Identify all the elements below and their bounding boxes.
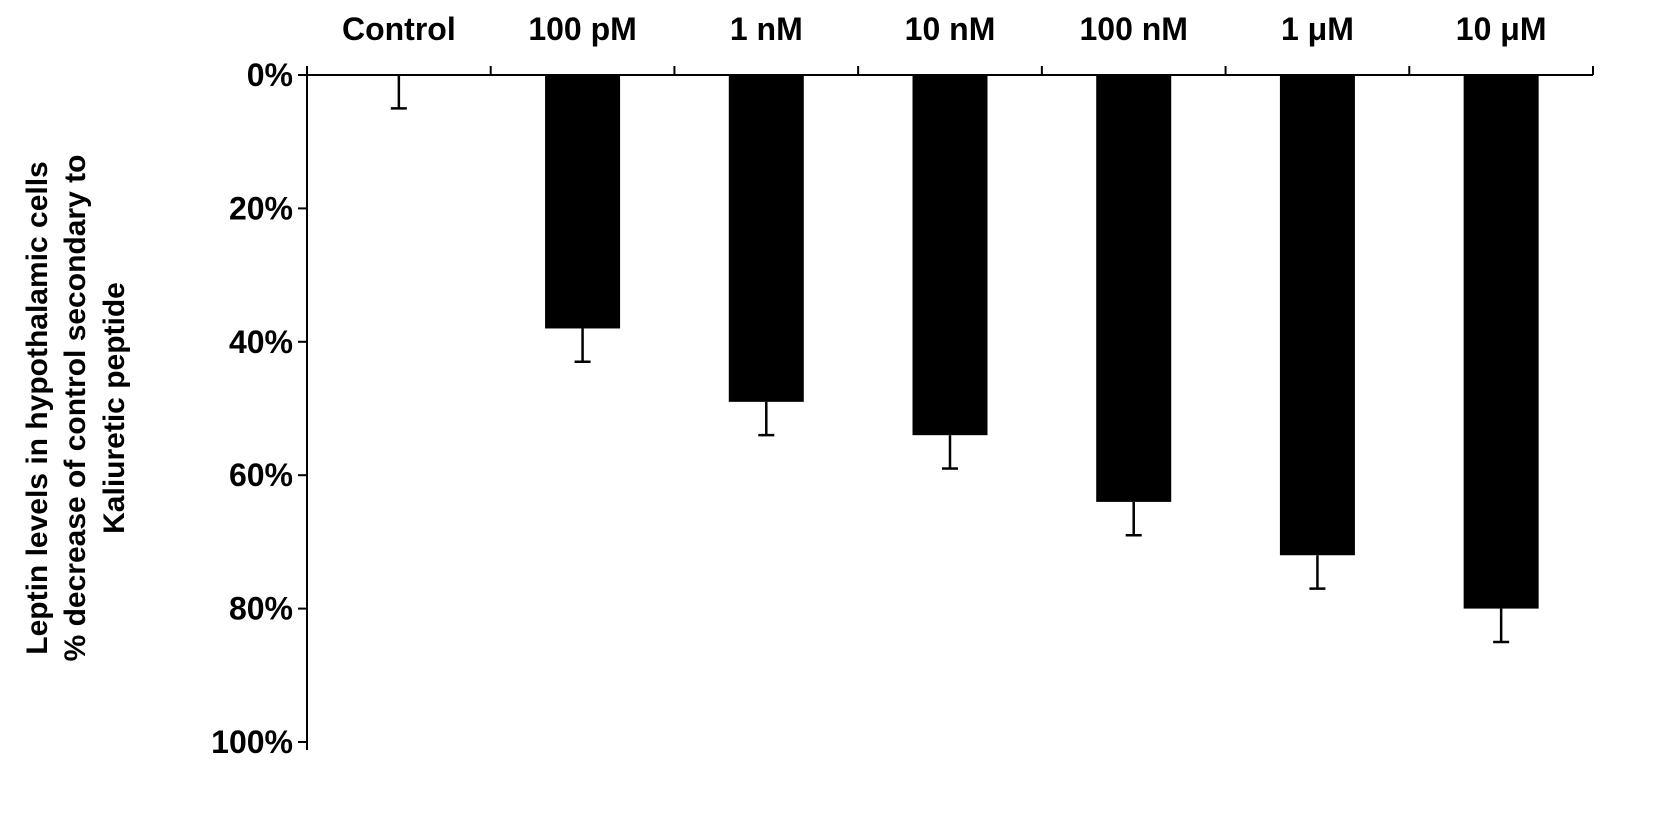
x-category-label: Control xyxy=(342,11,456,47)
x-category-label: 100 pM xyxy=(528,11,636,47)
y-tick-label: 80% xyxy=(229,591,293,627)
x-category-label: 100 nM xyxy=(1079,11,1187,47)
x-category-label: 1 nM xyxy=(730,11,803,47)
y-tick-label: 20% xyxy=(229,190,293,226)
bar xyxy=(1279,75,1355,556)
y-tick-label: 60% xyxy=(229,457,293,493)
y-axis: 0% 20% 40% 60% 80% 100% xyxy=(211,57,308,760)
error-bars xyxy=(390,75,1510,644)
y-axis-title-line: Kaliuretic peptide xyxy=(98,282,131,534)
x-category-label: 10 nM xyxy=(905,11,996,47)
bar xyxy=(912,75,988,436)
y-axis-title: Leptin levels in hypothalamic cells% dec… xyxy=(21,155,131,662)
y-tick-label: 100% xyxy=(211,724,293,760)
x-category-label: 10 μM xyxy=(1456,11,1547,47)
bars xyxy=(545,75,1539,609)
bar xyxy=(728,75,804,402)
bar xyxy=(1463,75,1539,609)
x-category-label: 1 μM xyxy=(1281,11,1354,47)
x-axis: Control 100 pM 1 nM 10 nM 100 nM 1 μM 10 μM xyxy=(306,11,1594,76)
y-axis-title-line: % decrease of control secondary to xyxy=(59,155,92,662)
y-tick-label: 0% xyxy=(247,57,293,93)
y-tick-label: 40% xyxy=(229,324,293,360)
bar xyxy=(1096,75,1172,502)
bar xyxy=(545,75,621,329)
y-axis-title-line: Leptin levels in hypothalamic cells xyxy=(21,161,54,655)
